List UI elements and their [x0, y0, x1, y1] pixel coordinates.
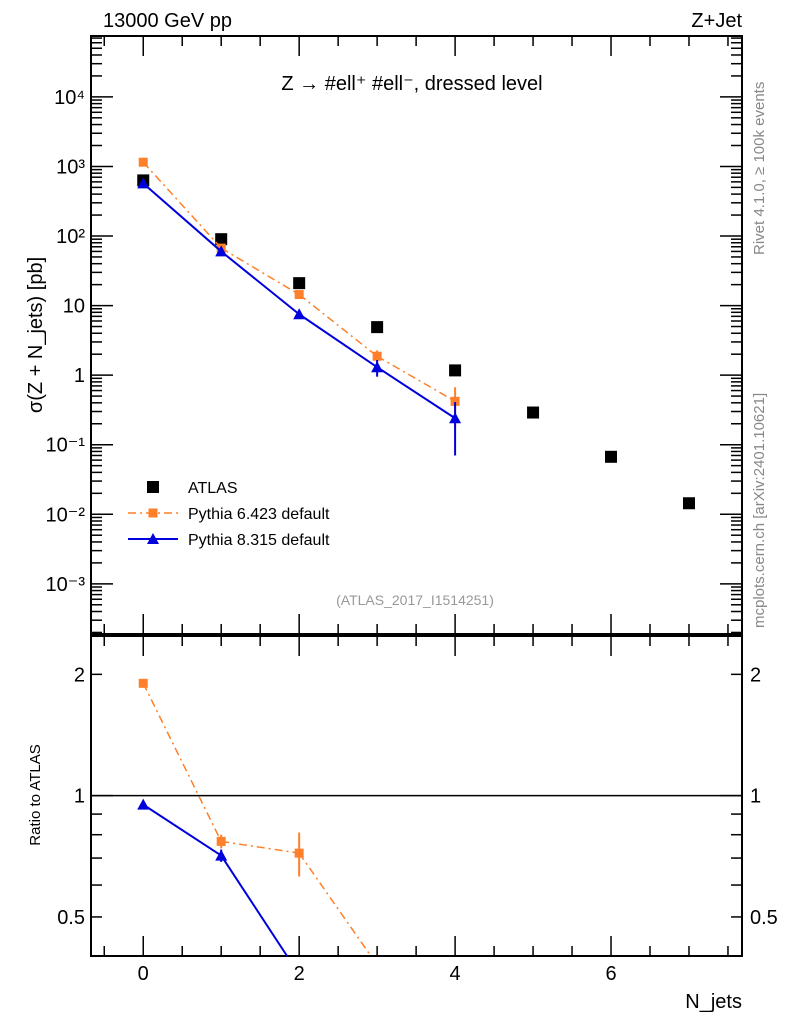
ratio-point-pythia6: [294, 848, 304, 858]
main-line-pythia6: [142, 161, 222, 249]
ratio-line-pythia6: [142, 682, 222, 842]
x-axis-label: N_jets: [685, 991, 742, 1013]
ratio-y-tick-label-right: 0.5: [750, 907, 778, 929]
x-tick-label: 6: [605, 963, 616, 985]
ratio-line-pythia6: [298, 852, 372, 957]
main-point-pythia8: [293, 308, 306, 320]
main-line-pythia8: [376, 366, 456, 420]
ratio-y-tick-label-right: 2: [750, 664, 761, 686]
main-point-pythia6: [450, 396, 460, 406]
legend-marker-atlas: [147, 481, 159, 493]
ratio-y-tick-label-right: 1: [750, 786, 761, 808]
ratio-line-pythia8: [220, 855, 288, 957]
header-right: Z+Jet: [691, 10, 742, 32]
main-y-tick-label: 10³: [56, 156, 85, 178]
legend-marker-pythia8: [147, 533, 159, 544]
main-y-tick-label: 1: [74, 365, 85, 387]
main-point-pythia8: [449, 412, 462, 424]
main-y-tick-label: 10⁴: [54, 87, 85, 109]
header-left: 13000 GeV pp: [103, 10, 232, 32]
main-y-tick-label: 10: [63, 296, 85, 318]
ratio-point-pythia6: [216, 836, 226, 846]
legend-label: Pythia 8.315 default: [188, 532, 330, 549]
main-point-atlas: [682, 497, 695, 510]
main-point-pythia8: [215, 245, 228, 257]
main-point-pythia8: [137, 177, 150, 189]
x-tick-label: 2: [294, 963, 305, 985]
ratio-y-axis-label: Ratio to ATLAS: [27, 744, 44, 845]
main-y-tick-label: 10⁻³: [46, 574, 86, 596]
ratio-line-pythia8: [142, 803, 222, 857]
main-line-pythia6: [298, 293, 378, 357]
legend-label: ATLAS: [188, 480, 238, 497]
x-tick-label: 0: [138, 963, 149, 985]
main-point-atlas: [449, 364, 462, 377]
main-line-pythia8: [298, 313, 378, 369]
side-text-top: Rivet 4.1.0, ≥ 100k events: [751, 82, 768, 255]
main-line-pythia8: [142, 182, 222, 253]
ratio-y-tick-label: 1: [74, 786, 85, 808]
ratio-y-tick-label: 2: [74, 664, 85, 686]
y-axis-label: σ(Z + N_jets) [pb]: [25, 257, 47, 413]
analysis-annotation: (ATLAS_2017_I1514251): [336, 592, 494, 608]
main-point-pythia8: [371, 361, 384, 373]
main-line-pythia6: [220, 247, 300, 296]
main-y-tick-label: 10⁻²: [46, 504, 86, 526]
main-point-atlas: [215, 233, 228, 246]
ratio-line-pythia6: [221, 840, 300, 854]
main-point-atlas: [293, 277, 306, 290]
ratio-point-pythia8: [215, 849, 228, 861]
main-y-tick-label: 10⁻¹: [46, 435, 86, 457]
main-point-pythia6: [138, 157, 148, 167]
legend-marker-pythia6: [148, 508, 158, 518]
ratio-point-pythia8: [137, 798, 150, 810]
main-point-atlas: [605, 450, 618, 463]
legend-label: Pythia 6.423 default: [188, 506, 330, 523]
main-point-atlas: [527, 406, 540, 419]
ratio-point-pythia6: [138, 678, 148, 688]
main-point-pythia6: [294, 290, 304, 300]
main-y-tick-label: 10²: [56, 226, 85, 248]
main-line-pythia6: [376, 355, 456, 402]
x-tick-label: 4: [450, 963, 461, 985]
chart-title: Z → #ell⁺ #ell⁻, dressed level: [281, 73, 542, 95]
main-line-pythia8: [220, 250, 300, 316]
side-text-bottom: mcplots.cern.ch [arXiv:2401.10621]: [751, 393, 768, 628]
main-point-atlas: [371, 321, 384, 334]
ratio-y-tick-label: 0.5: [57, 907, 85, 929]
main-point-pythia6: [372, 351, 382, 361]
